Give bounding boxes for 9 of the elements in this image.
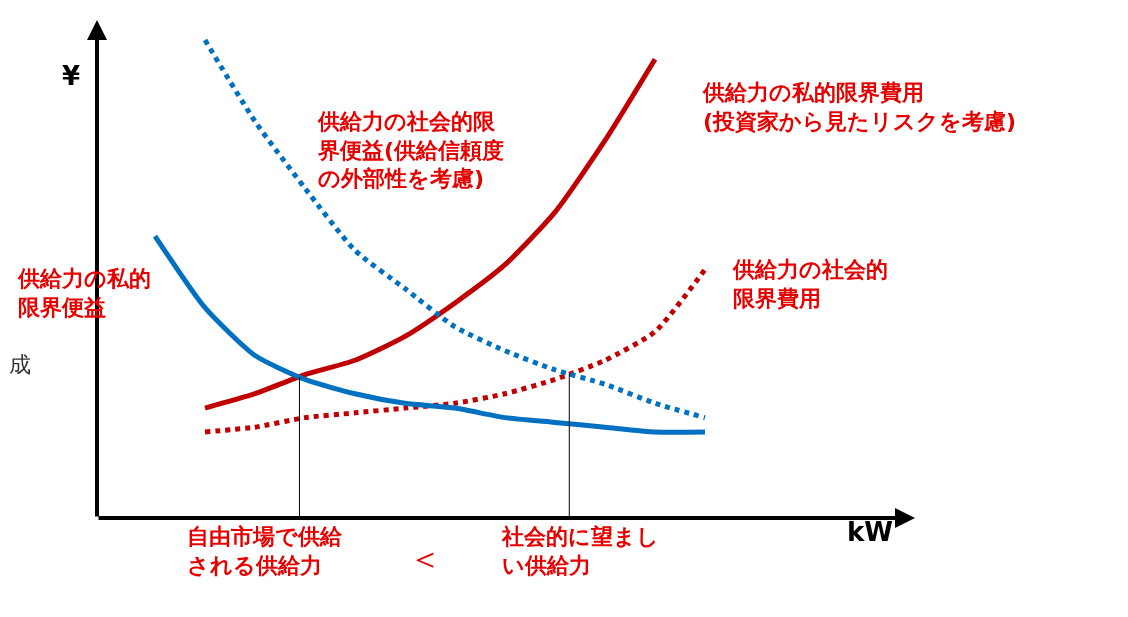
text: 社会的に望ましい供給力 [501,524,659,578]
y-axis-title: ¥ [62,61,81,91]
text: 自由市場で供給される供給力 [187,524,343,578]
x-axis-title: kW [847,517,893,547]
text: 成 [9,352,31,377]
text: 供給力の私的限界費用(投資家から見たリスクを考慮) [702,80,1017,134]
text: ＜ [408,538,442,578]
series-label: 供給力の社会的限界便益(供給信頼度の外部性を考慮) [317,109,505,192]
series-label: 供給力の社会的限界費用 [732,257,888,311]
